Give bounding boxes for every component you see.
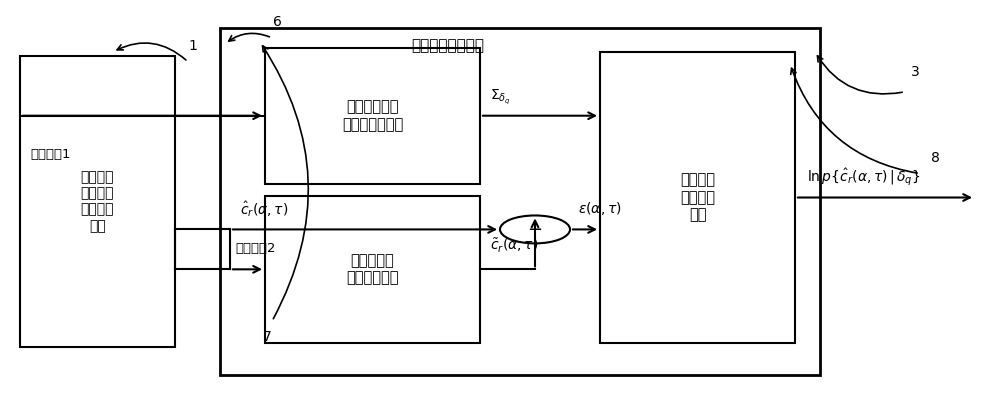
- Text: 似然函数
计算处理
单元: 似然函数 计算处理 单元: [680, 173, 715, 222]
- Text: $\tilde{c}_{r}(\alpha,\tau)$: $\tilde{c}_{r}(\alpha,\tau)$: [490, 237, 538, 255]
- Bar: [20, 56, 175, 347]
- Text: 循环自相
关函数估
计值处理
单元: 循环自相 关函数估 计值处理 单元: [81, 170, 114, 233]
- Bar: [600, 52, 795, 343]
- Text: 6: 6: [273, 15, 281, 29]
- Bar: [220, 28, 820, 375]
- Text: 1: 1: [189, 39, 197, 53]
- Text: 8: 8: [931, 150, 939, 165]
- Text: 输入参数1: 输入参数1: [30, 148, 70, 161]
- Text: $\Sigma_{\delta_{q}}$: $\Sigma_{\delta_{q}}$: [490, 87, 511, 106]
- Text: $-$: $-$: [527, 219, 543, 237]
- Text: $\hat{c}_{r}(\alpha,\tau)$: $\hat{c}_{r}(\alpha,\tau)$: [240, 200, 288, 219]
- Bar: [265, 196, 480, 343]
- Text: 3: 3: [911, 65, 919, 79]
- Text: 估计误差协方
差矩阵处理单元: 估计误差协方 差矩阵处理单元: [342, 99, 403, 132]
- Text: 似然函数处理单元: 似然函数处理单元: [412, 38, 484, 53]
- Text: 输入参数2: 输入参数2: [235, 242, 276, 255]
- Text: $\ln p\{\hat{c}_{r}(\alpha,\tau)\,|\,\delta_{q}\}$: $\ln p\{\hat{c}_{r}(\alpha,\tau)\,|\,\de…: [807, 166, 920, 188]
- Bar: [265, 48, 480, 184]
- Text: $\varepsilon(\alpha,\tau)$: $\varepsilon(\alpha,\tau)$: [578, 200, 622, 217]
- Text: 7: 7: [263, 330, 271, 344]
- Text: 循环自相关
函数处理单元: 循环自相关 函数处理单元: [346, 253, 399, 286]
